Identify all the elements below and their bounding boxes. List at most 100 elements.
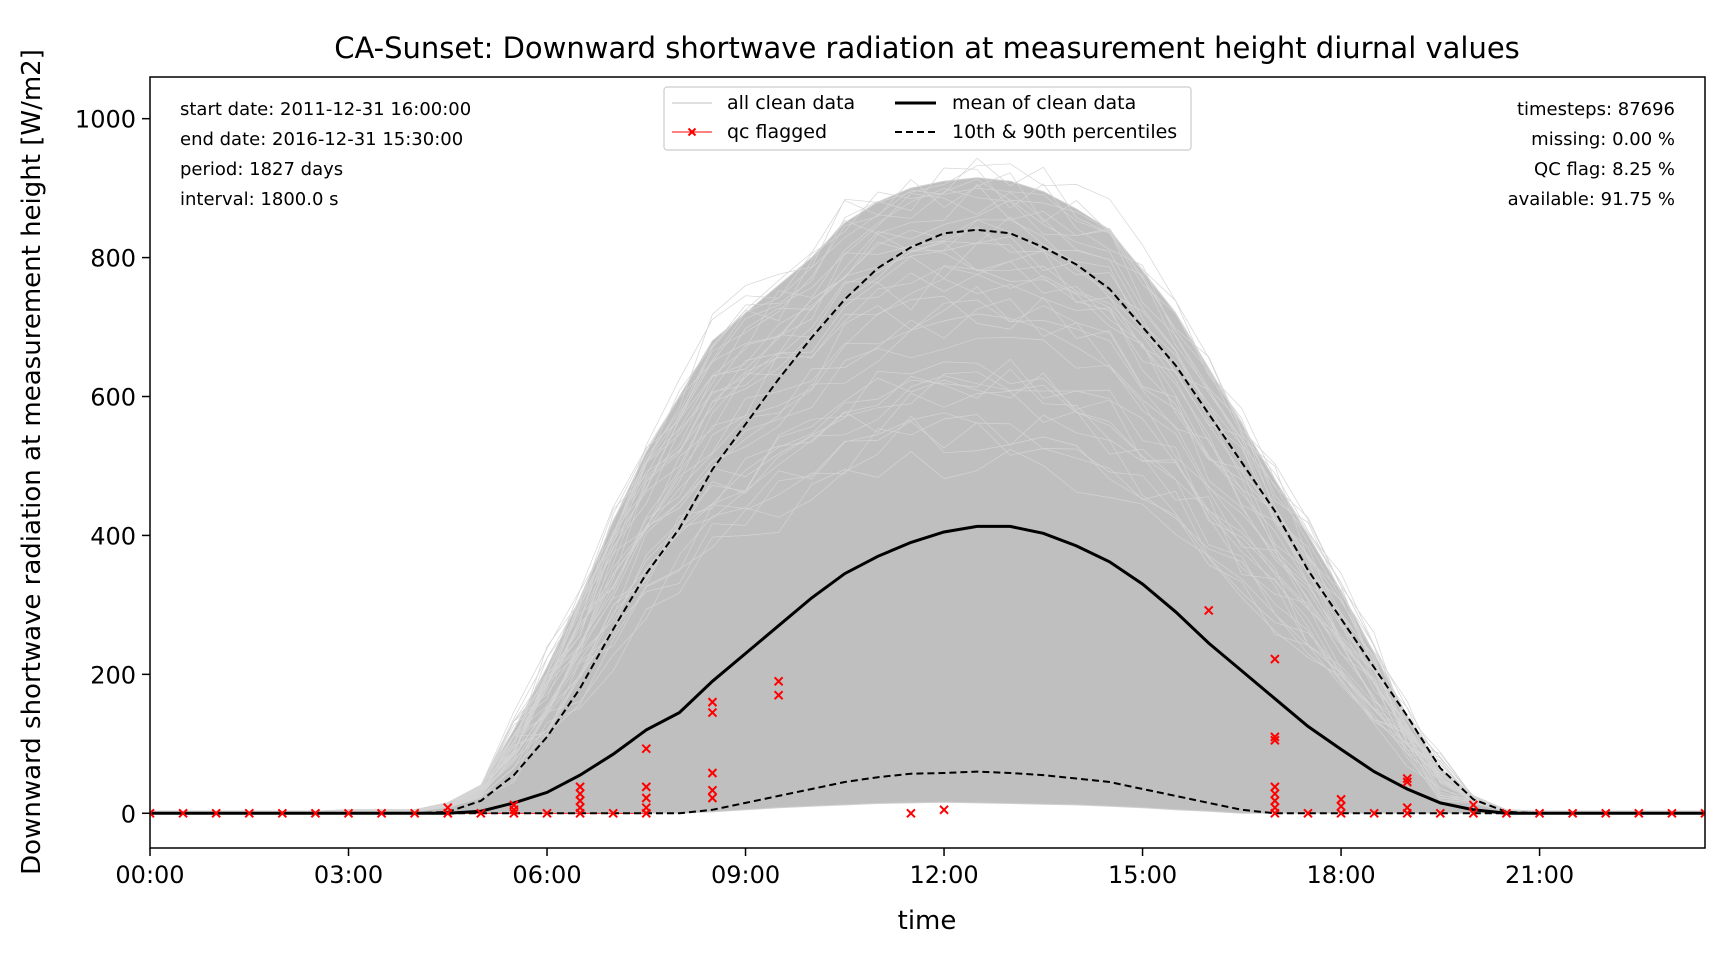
qc-point — [575, 796, 585, 806]
qc-point — [1402, 773, 1412, 784]
qc-point — [1336, 794, 1346, 805]
info-available: available: 91.75 % — [1508, 189, 1675, 210]
qc-point — [707, 697, 718, 707]
qc-point — [1270, 732, 1280, 742]
qc-point — [773, 676, 784, 687]
qc-flagged-points — [150, 605, 1705, 818]
qc-point — [1468, 800, 1479, 810]
qc-point — [1601, 808, 1611, 818]
info-end-date: end date: 2016-12-31 15:30:00 — [180, 129, 463, 150]
qc-point — [1270, 796, 1280, 806]
x-tick-label: 21:00 — [1505, 861, 1574, 889]
qc-point — [211, 808, 221, 818]
info-qc-flag: QC flag: 8.25 % — [1534, 159, 1675, 180]
qc-point — [1567, 808, 1578, 818]
y-axis-label: Downward shortwave radiation at measurem… — [17, 49, 47, 875]
x-tick-label: 03:00 — [314, 861, 383, 889]
qc-point — [1534, 808, 1545, 818]
qc-point — [1402, 777, 1412, 787]
clean-data-envelope — [150, 177, 1705, 814]
info-start-date: start date: 2011-12-31 16:00:00 — [180, 99, 471, 120]
info-left: start date: 2011-12-31 16:00:00 end date… — [180, 99, 471, 210]
qc-point — [641, 743, 651, 754]
qc-point — [150, 808, 155, 818]
mean-line-group — [150, 524, 1705, 815]
clean-data-lines — [150, 157, 1705, 813]
y-tick-label: 200 — [90, 661, 136, 689]
y-axis-ticks: 0 200 400 600 800 1000 — [75, 106, 150, 828]
qc-point — [707, 707, 718, 718]
qc-point — [376, 808, 387, 818]
qc-point — [575, 789, 585, 799]
qc-point — [707, 785, 718, 796]
qc-point — [1435, 808, 1446, 818]
qc-point — [575, 803, 585, 813]
qc-point — [277, 808, 288, 818]
qc-point — [707, 793, 718, 803]
qc-point — [1270, 782, 1280, 792]
qc-point — [1700, 808, 1705, 818]
info-missing: missing: 0.00 % — [1531, 129, 1675, 150]
qc-point — [773, 690, 784, 700]
qc-point — [1270, 803, 1280, 813]
qc-point — [244, 808, 254, 818]
x-axis-ticks: 00:00 03:00 06:00 09:00 12:00 15:00 18:00 21:00 — [115, 848, 1574, 889]
qc-point — [542, 808, 552, 818]
qc-point — [1501, 808, 1512, 818]
qc-point — [1303, 808, 1313, 818]
qc-point — [1270, 789, 1280, 799]
plot-frame — [149, 76, 1706, 849]
y-tick-label: 600 — [90, 384, 136, 412]
qc-point — [575, 782, 585, 792]
qc-point — [1204, 605, 1214, 616]
qc-point — [641, 803, 651, 813]
qc-point — [1336, 808, 1346, 818]
x-tick-label: 18:00 — [1306, 861, 1375, 889]
qc-point — [1667, 808, 1677, 818]
qc-point — [509, 800, 519, 810]
qc-point — [1634, 808, 1644, 818]
clean-data-line — [150, 265, 1705, 812]
legend-mean-label: mean of clean data — [952, 92, 1136, 114]
info-timesteps: timesteps: 87696 — [1517, 99, 1675, 120]
qc-point — [310, 808, 321, 818]
qc-point — [1468, 808, 1479, 818]
qc-point — [641, 782, 651, 792]
x-tick-label: 12:00 — [909, 861, 978, 889]
info-right: timesteps: 87696 missing: 0.00 % QC flag… — [1508, 99, 1675, 210]
qc-point — [1402, 803, 1412, 813]
legend-qc-label: qc flagged — [727, 121, 827, 143]
qc-point — [443, 803, 453, 813]
x-tick-label: 00:00 — [115, 861, 184, 889]
chart-title: CA-Sunset: Downward shortwave radiation … — [334, 31, 1520, 65]
qc-point — [509, 808, 519, 818]
qc-point — [409, 808, 420, 818]
qc-point — [343, 808, 354, 818]
qc-point — [939, 805, 949, 815]
legend: all clean data qc flagged mean of clean … — [663, 86, 1192, 151]
qc-point — [1369, 808, 1379, 818]
info-period: period: 1827 days — [180, 159, 343, 180]
qc-point — [608, 808, 618, 818]
info-interval: interval: 1800.0 s — [180, 189, 339, 210]
qc-point — [1336, 801, 1346, 812]
y-tick-label: 1000 — [75, 106, 136, 134]
clean-data-band — [150, 177, 1705, 814]
y-tick-label: 0 — [121, 800, 136, 828]
qc-point — [476, 808, 486, 818]
clean-data-line — [150, 371, 1705, 813]
mean-line — [150, 524, 1705, 815]
qc-point — [641, 793, 651, 803]
legend-box — [663, 86, 1192, 151]
plot-area — [150, 157, 1705, 818]
qc-point — [707, 768, 718, 778]
qc-point — [1270, 654, 1280, 664]
x-tick-label: 06:00 — [512, 861, 581, 889]
legend-clean-label: all clean data — [727, 92, 855, 114]
qc-point — [906, 808, 916, 818]
x-tick-label: 15:00 — [1108, 861, 1177, 889]
x-axis-label: time — [898, 906, 957, 936]
legend-percentile-label: 10th & 90th percentiles — [952, 121, 1177, 143]
x-tick-label: 09:00 — [711, 861, 780, 889]
